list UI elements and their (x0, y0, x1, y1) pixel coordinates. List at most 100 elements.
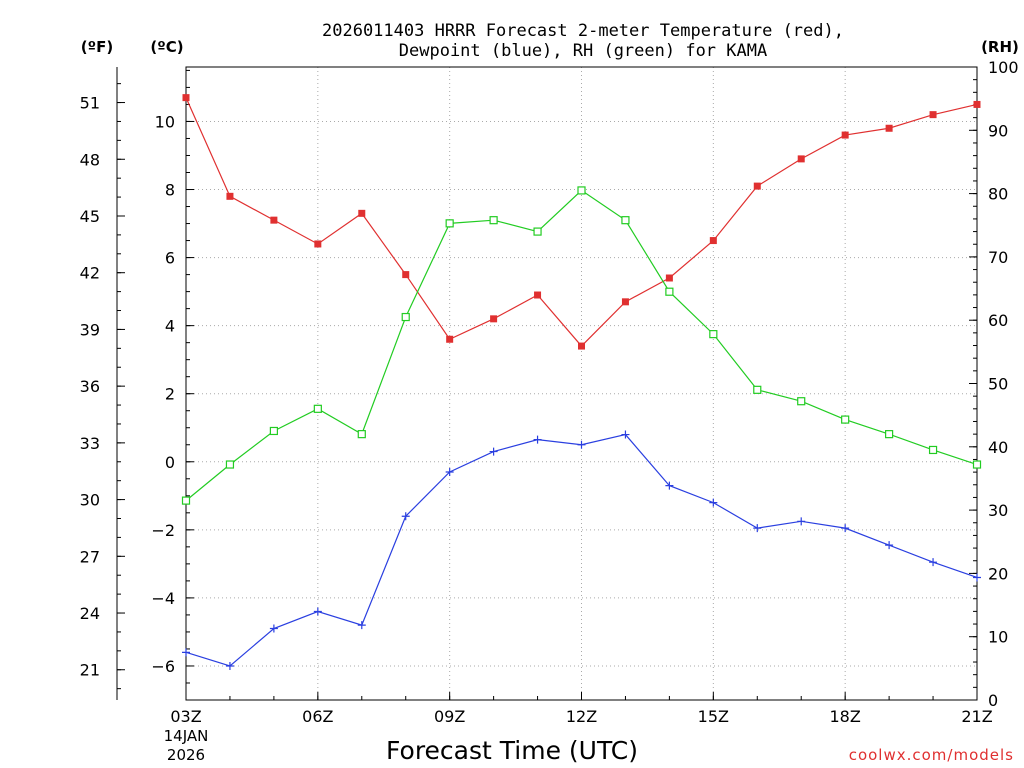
rh-point (269, 426, 278, 436)
temperature-point (358, 209, 366, 217)
dewpoint-point (182, 648, 190, 657)
temperature-point (753, 182, 761, 190)
dewpoint-point (709, 498, 718, 507)
fahrenheit-unit-label: (ºF) (81, 38, 113, 56)
celsius-tick-label: 10 (155, 112, 175, 131)
dewpoint-point (841, 524, 850, 533)
rh-tick-label: 0 (988, 691, 998, 710)
temperature-point (402, 271, 410, 279)
x-axis-title: Forecast Time (UTC) (386, 736, 638, 765)
chart-title-line-1: 2026011403 HRRR Forecast 2-meter Tempera… (322, 21, 844, 41)
celsius-tick-label: 4 (165, 317, 175, 336)
dewpoint-point (489, 447, 498, 456)
temperature-point (841, 131, 849, 139)
celsius-tick-label: 8 (165, 181, 175, 200)
temperature-point (621, 298, 629, 306)
rh-point (928, 445, 938, 455)
temperature-line (185, 97, 978, 347)
temperature-point (797, 155, 805, 163)
celsius-tick-label: −6 (151, 657, 175, 676)
temperature-point (446, 335, 454, 343)
dewpoint-point (401, 512, 410, 521)
rh-point (181, 496, 191, 505)
rh-point (357, 430, 366, 439)
axes: 03Z 06Z 09Z 12Z 15Z 18Z 21Z−6−4−20246810212427… (80, 58, 1019, 726)
rh-tick-label: 10 (988, 628, 1008, 647)
rh-point (401, 312, 410, 322)
dewpoint-point (753, 524, 762, 533)
rh-tick-label: 30 (988, 501, 1008, 520)
data-series (181, 94, 982, 670)
rh-point (225, 460, 235, 469)
rh-point (445, 219, 454, 228)
temperature-point (534, 291, 542, 299)
temperature-point (182, 94, 190, 102)
temperature-point (709, 237, 717, 245)
x-tick-label: 18Z (830, 707, 861, 726)
rh-tick-label: 20 (988, 564, 1008, 583)
x-tick-label: 06Z (302, 707, 333, 726)
x-tick-label: 12Z (566, 707, 597, 726)
rh-point (621, 216, 630, 225)
dewpoint-point (929, 558, 938, 567)
fahrenheit-tick-label: 24 (80, 604, 100, 623)
fahrenheit-tick-label: 30 (80, 491, 100, 510)
rh-tick-label: 60 (988, 311, 1008, 330)
temperature-point (665, 274, 673, 282)
temperature-point (929, 111, 937, 119)
fahrenheit-tick-label: 33 (80, 434, 100, 453)
rh-point (797, 397, 806, 406)
rh-point (885, 430, 894, 439)
dewpoint-point (797, 517, 806, 526)
dewpoint-point (621, 430, 630, 439)
rh-tick-label: 70 (988, 248, 1008, 267)
celsius-tick-label: 2 (165, 385, 175, 404)
dewpoint-point (885, 541, 894, 550)
rh-point (313, 404, 322, 413)
fahrenheit-tick-label: 45 (80, 207, 100, 226)
temperature-point (226, 192, 234, 200)
date-label-day: 14JAN (164, 727, 209, 745)
temperature-point (578, 342, 585, 350)
dewpoint-point (665, 481, 674, 490)
temperature-point (314, 240, 322, 248)
rh-point (972, 460, 982, 469)
dewpoint-point (269, 624, 278, 633)
rh-point (753, 385, 762, 394)
rh-tick-label: 50 (988, 375, 1008, 394)
celsius-tick-label: 0 (165, 453, 175, 472)
rh-point (489, 216, 498, 225)
fahrenheit-tick-label: 36 (80, 377, 100, 396)
celsius-tick-label: 6 (165, 249, 175, 268)
fahrenheit-tick-label: 51 (80, 94, 100, 113)
dewpoint-point (357, 621, 366, 630)
chart-title-line-2: Dewpoint (blue), RH (green) for KAMA (399, 41, 767, 61)
rh-point (709, 330, 718, 339)
source-watermark: coolwx.com/models (849, 746, 1014, 764)
rh-unit-label: (RH) (981, 38, 1019, 56)
grid-lines (186, 67, 977, 700)
date-label-year: 2026 (167, 746, 205, 764)
rh-tick-label: 40 (988, 438, 1008, 457)
x-tick-label: 15Z (698, 707, 729, 726)
rh-point (577, 186, 586, 195)
title-block: 2026011403 HRRR Forecast 2-meter Tempera… (322, 21, 844, 61)
x-tick-label: 03Z (170, 707, 201, 726)
fahrenheit-tick-label: 42 (80, 264, 100, 283)
temperature-point (973, 100, 981, 108)
dewpoint-point (313, 607, 322, 616)
dewpoint-point (533, 435, 542, 444)
dewpoint-point (973, 573, 981, 582)
temperature-point (885, 124, 893, 132)
x-tick-label: 09Z (434, 707, 465, 726)
dewpoint-point (445, 467, 454, 476)
fahrenheit-tick-label: 21 (80, 661, 100, 680)
celsius-tick-label: −2 (151, 521, 175, 540)
temperature-point (490, 315, 498, 323)
rh-point (665, 287, 674, 296)
celsius-unit-label: (ºC) (150, 38, 183, 56)
rh-tick-label: 100 (988, 58, 1019, 77)
fahrenheit-tick-label: 39 (80, 320, 100, 339)
dewpoint-point (577, 440, 586, 449)
